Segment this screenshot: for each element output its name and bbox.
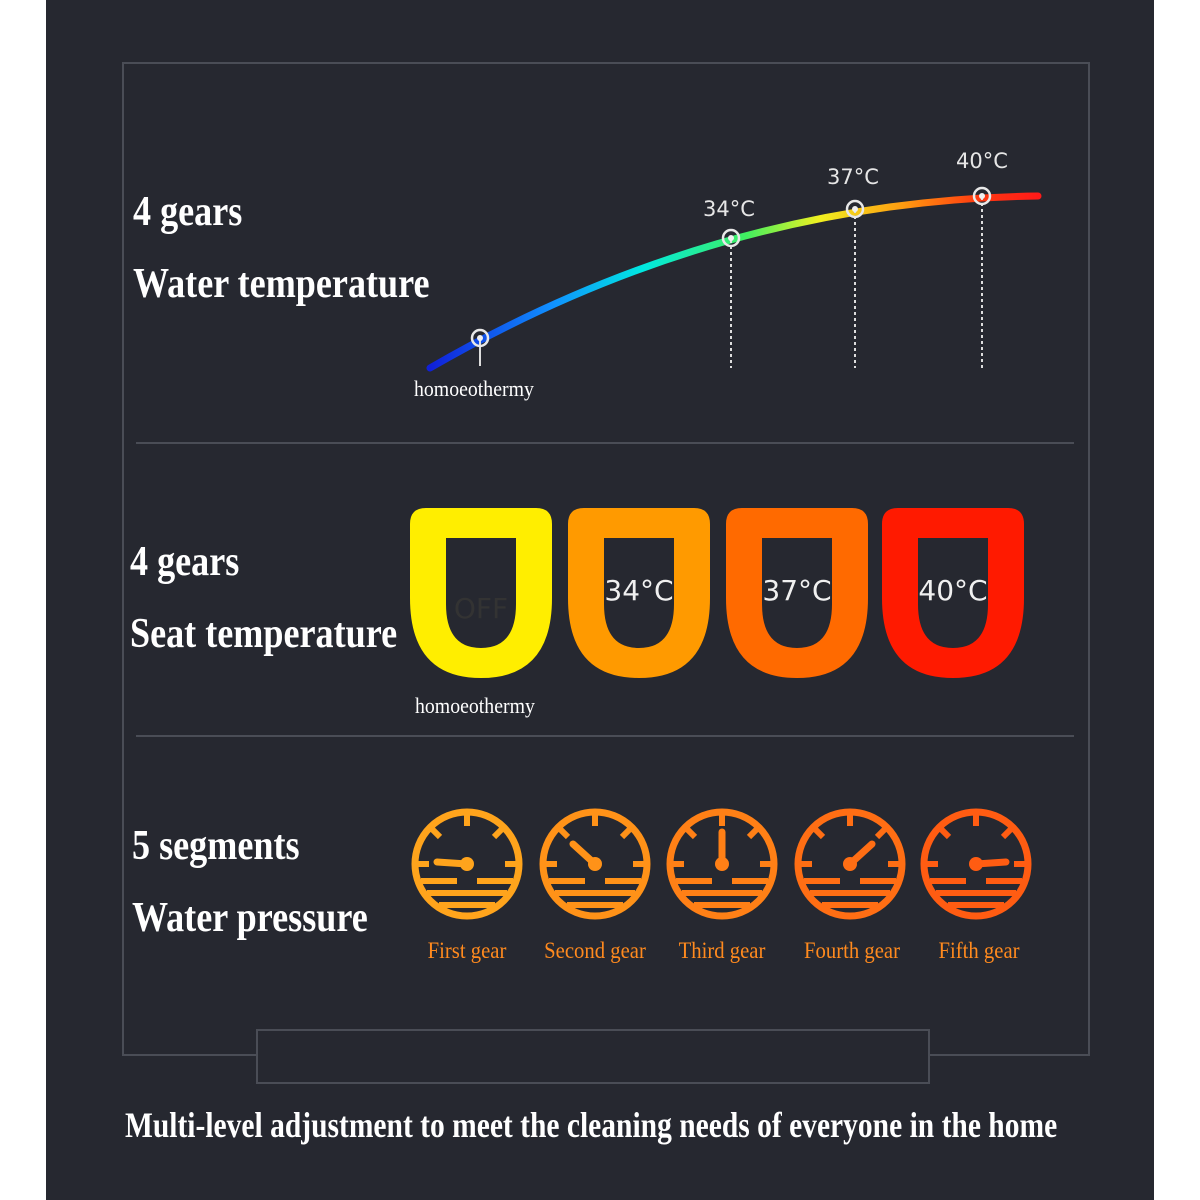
level-point-icon [721, 228, 741, 248]
gauge-icon [670, 812, 774, 916]
level-point-icon [845, 199, 865, 219]
seat-temperature-icons: OFF 34°C 37°C 40°C [410, 508, 1024, 678]
level-label: 37°C [827, 165, 879, 189]
seat-icon: 37°C [726, 508, 868, 678]
gauge-icon [798, 812, 902, 916]
gauge-icon [924, 812, 1028, 916]
gear-label-third: Third gear [678, 938, 766, 963]
gear-label-first: First gear [427, 938, 507, 963]
gear-label-second: Second gear [544, 938, 646, 963]
level-point-icon [972, 186, 992, 206]
svg-text:OFF: OFF [454, 592, 508, 625]
seat-icon: 34°C [568, 508, 710, 678]
level-label: 34°C [703, 197, 755, 221]
gauge-icon [415, 812, 519, 916]
water-temp-title: Water temperature [133, 261, 430, 307]
water-temp-gear-count: 4 gears [133, 189, 243, 235]
gear-label-fourth: Fourth gear [803, 938, 901, 963]
section-divider [136, 735, 1074, 737]
seat-temp-title: Seat temperature [130, 611, 398, 657]
water-temp-low-label: homoeothermy [414, 376, 534, 401]
tagline: Multi-level adjustment to meet the clean… [125, 1105, 1058, 1145]
level-point-icon [470, 328, 490, 348]
tagline-box [256, 1029, 930, 1084]
temperature-gradient-line [426, 192, 1042, 372]
pressure-title: Water pressure [132, 895, 368, 941]
water-pressure-gauges [0, 800, 1200, 930]
pressure-segment-count: 5 segments [132, 823, 300, 869]
level-label: 40°C [956, 149, 1008, 173]
gear-label-fifth: Fifth gear [938, 938, 1020, 963]
svg-text:34°C: 34°C [604, 574, 673, 607]
water-temperature-curve: 34°C 37°C 40°C [426, 149, 1042, 372]
seat-temp-low-label: homoeothermy [415, 693, 535, 718]
section-divider [136, 442, 1074, 444]
seat-icon: 40°C [882, 508, 1024, 678]
svg-text:40°C: 40°C [918, 574, 987, 607]
gauge-icon [543, 812, 647, 916]
svg-text:37°C: 37°C [762, 574, 831, 607]
seat-temp-gear-count: 4 gears [130, 539, 240, 585]
seat-icon: OFF [410, 508, 552, 678]
